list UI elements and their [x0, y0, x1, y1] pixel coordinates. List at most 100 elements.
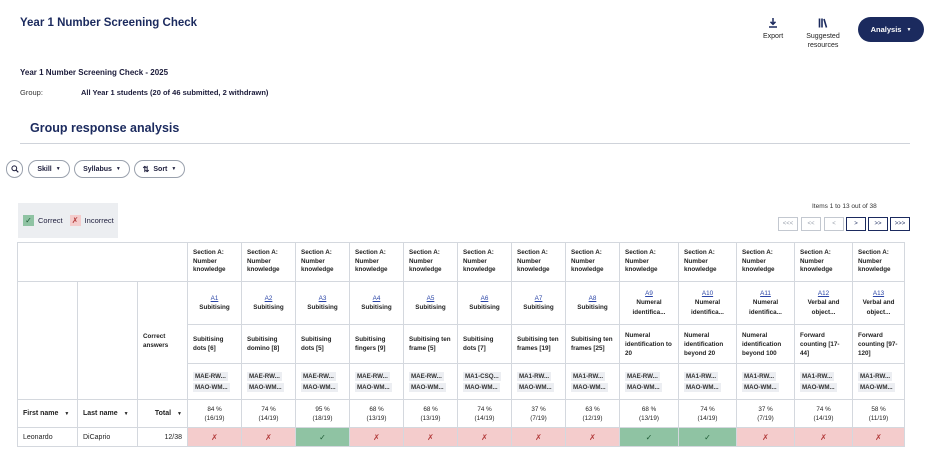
syllabus-code: MAE-RW... [193, 371, 228, 381]
item-label-cell: Numeral identification beyond 100 [736, 324, 795, 364]
item-link[interactable]: A5 [426, 294, 435, 302]
syllabus-code: MA1-RW... [517, 371, 552, 381]
item-link[interactable]: A9 [645, 289, 653, 297]
suggested-resources-button[interactable]: Suggested resources [803, 17, 843, 50]
forward-two-button[interactable]: >> [868, 217, 888, 231]
incorrect-cell[interactable]: ✗ [403, 427, 458, 447]
suggested-label-2: resources [807, 42, 839, 49]
back-two-button[interactable]: << [801, 217, 821, 231]
item-header: A9 Numeral identifica... [619, 281, 679, 325]
item-label: Subitising ten frame [5] [409, 336, 451, 352]
last-page-button[interactable]: >>> [890, 217, 910, 231]
item-link[interactable]: A12 [817, 289, 830, 297]
skill-label: Skill [37, 165, 52, 173]
group-label: Group: [20, 88, 43, 97]
syllabus-filter[interactable]: Syllabus ▼ [74, 160, 130, 178]
syllabus-code: MAO-WM... [355, 382, 392, 392]
first-page-button[interactable]: <<< [778, 217, 798, 231]
syllabus-code: MA1-RW... [800, 371, 835, 381]
report-title: Year 1 Number Screening Check - 2025 [20, 68, 169, 77]
item-label-cell: Subitising dots [7] [457, 324, 512, 364]
skill-name: Verbal and object... [807, 299, 840, 316]
skill-filter[interactable]: Skill ▼ [28, 160, 70, 178]
correct-answers-label: Correct answers [143, 332, 169, 349]
item-link[interactable]: A6 [480, 294, 489, 302]
syllabus-code: MAE-RW... [301, 371, 336, 381]
incorrect-cell[interactable]: ✗ [565, 427, 620, 447]
item-label-cell: Subitising ten frames [25] [565, 324, 620, 364]
search-icon [10, 165, 19, 173]
incorrect-cell[interactable]: ✗ [349, 427, 404, 447]
prev-page-button[interactable]: < [824, 217, 844, 231]
item-label: Forward counting [17-44] [800, 331, 840, 357]
label-row: Subitising dots [6] Subitising domino [8]… [18, 324, 905, 364]
syllabus-code: MAO-WM... [742, 382, 779, 392]
export-label: Export [763, 33, 784, 40]
sort-button[interactable]: ⇅ Sort ▼ [134, 160, 185, 178]
percent-cell: 84 % (16/19) [187, 399, 242, 428]
first-name-header[interactable]: First name ▼ [17, 399, 78, 428]
code-row: MAE-RW... MAO-WM... MAE-RW... MAO-WM... MAE-… [18, 363, 905, 400]
percent-cell: 74 % (14/19) [678, 399, 737, 428]
incorrect-cell[interactable]: ✗ [457, 427, 512, 447]
item-header: A3 Subitising [295, 281, 350, 325]
section-header: Section A: Number knowledge [187, 242, 242, 282]
item-label: Subitising dots [6] [193, 336, 224, 352]
export-button[interactable]: Export [763, 17, 783, 41]
section-label: Section A: Number knowledge [742, 249, 775, 274]
syllabus-code: MAE-RW... [247, 371, 282, 381]
total-header[interactable]: Total ▼ [137, 399, 188, 428]
item-link[interactable]: A3 [318, 294, 327, 302]
student-row: Leonardo DiCaprio 12/38 ✗ ✗ ✓ ✗ ✗ ✗ ✗ ✗ ✓ ✓ ✗ ✗ ✗ [17, 427, 905, 447]
percent-cell: 74 % (14/19) [794, 399, 853, 428]
incorrect-cell[interactable]: ✗ [736, 427, 795, 447]
syllabus-code: MAO-WM... [463, 382, 500, 392]
syllabus-code: MAE-RW... [355, 371, 390, 381]
incorrect-cell[interactable]: ✗ [852, 427, 905, 447]
caret-down-icon: ▼ [55, 166, 61, 172]
response-table: Section A: Number knowledge Section A: Nu… [17, 242, 905, 447]
skill-name: Subitising [577, 304, 608, 311]
item-link[interactable]: A10 [701, 289, 714, 297]
item-link[interactable]: A2 [264, 294, 273, 302]
percent-value: 74 % [700, 405, 715, 413]
item-link[interactable]: A8 [588, 294, 597, 302]
total-cell: 12/38 [137, 427, 188, 447]
cross-icon: ✗ [211, 432, 218, 442]
item-header: A6 Subitising [457, 281, 512, 325]
item-link[interactable]: A1 [210, 294, 219, 302]
syllabus-code-cell: MAE-RW... MAO-WM... [349, 363, 404, 400]
item-label-cell: Numeral identification to 20 [619, 324, 679, 364]
syllabus-code: MA1-CSQ... [463, 371, 501, 381]
item-label: Forward counting [97-120] [858, 331, 898, 357]
item-link[interactable]: A13 [872, 289, 885, 297]
syllabus-code: MAO-WM... [517, 382, 554, 392]
incorrect-cell[interactable]: ✗ [187, 427, 242, 447]
last-name-header[interactable]: Last name ▼ [77, 399, 138, 428]
search-button[interactable] [6, 160, 23, 178]
percent-cell: 68 % (13/19) [619, 399, 679, 428]
correct-cell[interactable]: ✓ [619, 427, 679, 447]
correct-cell[interactable]: ✓ [295, 427, 350, 447]
section-header: Section A: Number knowledge [852, 242, 905, 282]
incorrect-cell[interactable]: ✗ [794, 427, 853, 447]
percent-value: 74 % [816, 405, 831, 413]
item-label: Subitising ten frames [19] [517, 336, 559, 352]
skill-name: Subitising [523, 304, 554, 311]
incorrect-cell[interactable]: ✗ [241, 427, 296, 447]
syllabus-code: MAO-WM... [409, 382, 446, 392]
incorrect-cell[interactable]: ✗ [511, 427, 566, 447]
analysis-button[interactable]: Analysis ▼ [858, 17, 924, 42]
item-link[interactable]: A11 [760, 289, 771, 297]
next-page-button[interactable]: > [846, 217, 866, 231]
caret-down-icon: ▼ [177, 410, 182, 417]
percent-value: 74 % [477, 405, 492, 413]
fraction-value: (7/19) [530, 414, 547, 422]
percent-value: 68 % [423, 405, 438, 413]
first-name-header-label: First name [23, 409, 59, 417]
item-link[interactable]: A7 [534, 294, 543, 302]
item-link[interactable]: A4 [372, 294, 381, 302]
cross-icon: ✗ [69, 215, 81, 226]
correct-cell[interactable]: ✓ [678, 427, 737, 447]
syllabus-code-cell: MAE-RW... MAO-WM... [619, 363, 679, 400]
